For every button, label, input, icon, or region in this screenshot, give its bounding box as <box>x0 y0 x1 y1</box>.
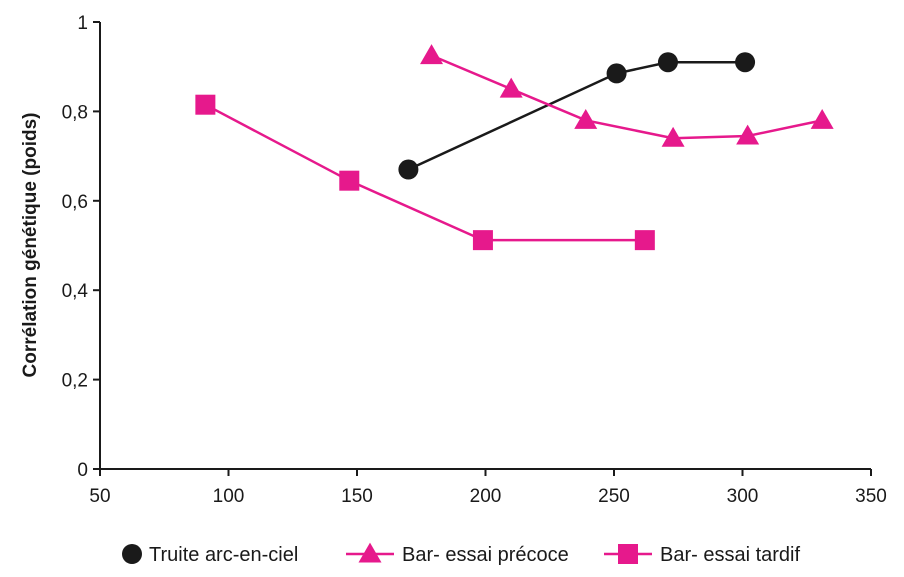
legend-item: Bar- essai précoce <box>346 542 569 566</box>
data-point <box>195 94 216 115</box>
series-line <box>431 54 823 140</box>
x-tick-label: 250 <box>598 486 630 507</box>
legend-item: Truite arc-en-ciel <box>122 544 298 566</box>
legend-item: Bar- essai tardif <box>604 544 800 566</box>
x-tick-label: 100 <box>213 486 245 507</box>
data-point <box>339 170 360 191</box>
series-circle <box>398 52 756 180</box>
series-triangle <box>420 44 834 147</box>
data-point <box>606 63 627 84</box>
y-axis-title: Corrélation génétique (poids) <box>20 113 41 378</box>
data-point <box>472 230 493 251</box>
data-point <box>657 52 678 73</box>
legend-label: Bar- essai précoce <box>402 544 569 566</box>
data-point <box>499 77 523 98</box>
data-point <box>574 108 598 129</box>
data-point <box>420 44 444 65</box>
y-tick-label: 1 <box>77 13 88 34</box>
legend-marker <box>122 544 142 564</box>
x-tick-label: 200 <box>470 486 502 507</box>
series-square <box>195 94 655 251</box>
y-tick-label: 0,2 <box>62 371 88 392</box>
data-point <box>661 126 685 147</box>
y-tick-label: 0,4 <box>62 281 89 302</box>
y-tick-label: 0,8 <box>62 102 88 123</box>
legend-label: Bar- essai tardif <box>660 544 800 566</box>
legend-marker <box>618 544 638 564</box>
y-tick-label: 0 <box>77 460 88 481</box>
x-tick-label: 150 <box>341 486 373 507</box>
legend-marker <box>358 542 382 563</box>
series-layer <box>195 44 834 251</box>
data-point <box>398 159 419 180</box>
data-point <box>736 124 760 145</box>
x-tick-label: 300 <box>727 486 759 507</box>
data-point <box>634 230 655 251</box>
data-point <box>810 108 834 129</box>
data-point <box>735 52 756 73</box>
legend-label: Truite arc-en-ciel <box>149 544 298 566</box>
legend: Truite arc-en-ciel Bar- essai précoce Bar-… <box>122 542 800 566</box>
y-tick-label: 0,6 <box>62 192 88 213</box>
series-line <box>204 103 645 242</box>
x-tick-label: 350 <box>855 486 887 507</box>
x-tick-label: 50 <box>89 486 110 507</box>
series-line <box>407 60 746 171</box>
